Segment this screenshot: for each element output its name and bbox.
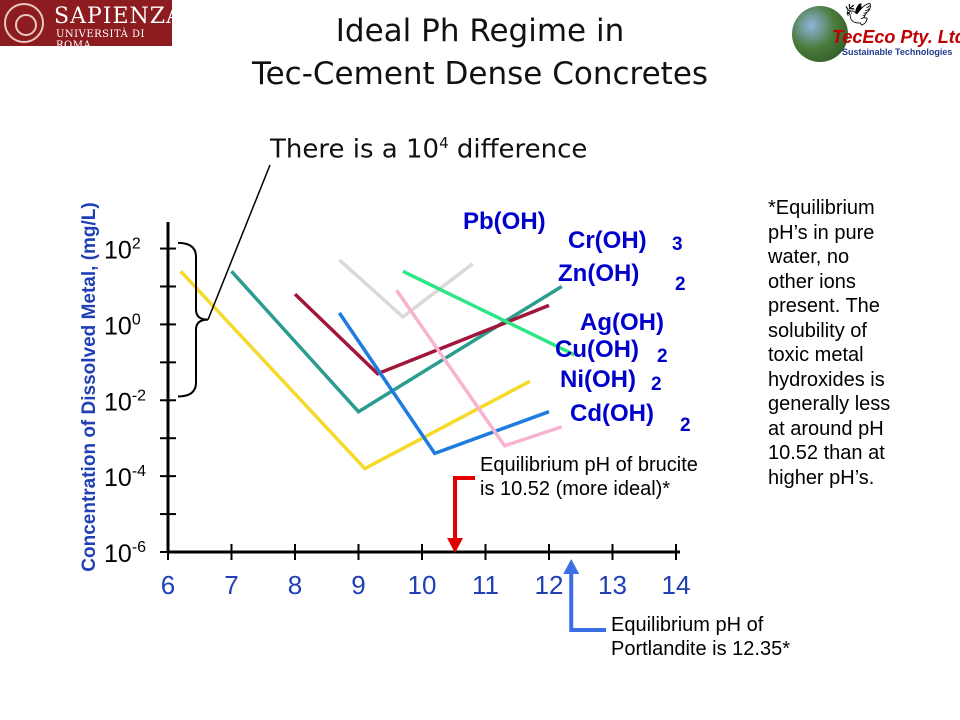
- brucite-line-2: is 10.52 (more ideal)*: [480, 478, 671, 500]
- series-line: [179, 270, 531, 471]
- x-tick-label: 6: [161, 570, 175, 600]
- series-label: Cr(OH): [568, 227, 647, 254]
- difference-brace: [177, 241, 209, 398]
- series-label-subscript: 2: [680, 415, 691, 436]
- portlandite-arrow-line: [569, 572, 606, 632]
- series-label-subscript: 2: [651, 374, 662, 395]
- portlandite-line-1: Equilibrium pH of: [611, 614, 764, 636]
- note-line: present. The: [768, 295, 880, 317]
- x-tick-label: 8: [288, 570, 302, 600]
- globe-icon: [792, 6, 848, 62]
- tececo-name: TecEco Pty. Ltd.: [832, 27, 960, 47]
- difference-suffix: difference: [448, 134, 588, 165]
- note-line: solubility of: [768, 319, 867, 342]
- note-line: *Equilibrium: [768, 197, 875, 219]
- series-label: Pb(OH): [463, 208, 546, 235]
- x-tick-label: 13: [598, 570, 627, 600]
- y-tick-label: 100: [104, 311, 141, 340]
- difference-prefix: There is a 10: [270, 134, 440, 165]
- brucite-annotation: Equilibrium pH of brucite is 10.52 (more…: [480, 453, 698, 501]
- sapienza-name: SAPIENZA: [54, 4, 183, 29]
- slide-title: Ideal Ph Regime in Tec-Cement Dense Conc…: [160, 10, 800, 96]
- x-tick-label: 9: [351, 570, 365, 600]
- note-line: pH’s in pure: [768, 221, 875, 244]
- note-line: hydroxides is: [768, 368, 885, 391]
- portlandite-annotation: Equilibrium pH of Portlandite is 12.35*: [611, 613, 790, 661]
- y-axis-label: Concentration of Dissolved Metal, (mg/L): [79, 202, 100, 571]
- tececo-subtitle: Sustainable Technologies: [842, 47, 953, 57]
- note-line: generally less: [768, 393, 891, 415]
- difference-pointer-line: [207, 164, 271, 320]
- series-label: Ni(OH): [560, 366, 636, 393]
- series-label: Cd(OH): [570, 400, 654, 427]
- brucite-line-1: Equilibrium pH of brucite: [480, 454, 698, 476]
- y-tick-label: 10-6: [104, 539, 146, 568]
- series-label-subscript: 2: [675, 274, 686, 295]
- sapienza-subtitle: UNIVERSITÀ DI ROMA: [56, 29, 145, 51]
- tececo-logo: 🕊 TecEco Pty. Ltd. Sustainable Technolog…: [790, 0, 960, 90]
- bird-icon: 🕊: [844, 2, 872, 27]
- sapienza-emblem-icon: [4, 3, 44, 43]
- series-line: [395, 289, 563, 448]
- series-label: Ag(OH): [580, 309, 664, 336]
- series-label: Cu(OH): [555, 336, 639, 363]
- series-label-subscript: 2: [657, 346, 668, 367]
- y-tick-label: 10-4: [104, 463, 146, 492]
- series-line: [337, 312, 550, 456]
- y-tick-label: 102: [104, 236, 141, 265]
- equilibrium-note: *Equilibrium pH’s in pure water, no other i…: [768, 196, 958, 490]
- series-line: [338, 258, 474, 320]
- portlandite-line-2: Portlandite is 12.35*: [611, 638, 791, 660]
- portlandite-arrowhead: [563, 559, 580, 574]
- note-line: 10.52 than at: [768, 442, 885, 464]
- title-line-1: Ideal Ph Regime in: [335, 13, 625, 49]
- note-line: other ions: [768, 270, 856, 293]
- brucite-arrowhead: [447, 538, 464, 553]
- difference-exponent: 4: [439, 134, 449, 152]
- sapienza-logo: SAPIENZA UNIVERSITÀ DI ROMA: [0, 0, 182, 51]
- x-tick-label: 14: [662, 570, 691, 600]
- difference-callout: There is a 104 difference: [270, 134, 587, 165]
- series-line: [402, 269, 576, 357]
- y-tick-label: 10-2: [104, 387, 146, 416]
- x-tick-label: 11: [472, 570, 499, 600]
- x-tick-label: 7: [224, 570, 238, 600]
- title-line-2: Tec-Cement Dense Concretes: [251, 56, 709, 92]
- note-line: toxic metal: [768, 344, 864, 366]
- x-tick-label: 10: [408, 570, 437, 600]
- series-line: [293, 292, 550, 376]
- note-line: water, no: [768, 246, 850, 268]
- series-label: Zn(OH): [558, 260, 639, 287]
- brucite-arrow-line: [453, 476, 475, 540]
- x-tick-label: 12: [535, 570, 564, 600]
- note-line: at around pH: [768, 417, 884, 440]
- note-line: higher pH’s.: [768, 466, 875, 489]
- series-label-subscript: 3: [672, 234, 683, 255]
